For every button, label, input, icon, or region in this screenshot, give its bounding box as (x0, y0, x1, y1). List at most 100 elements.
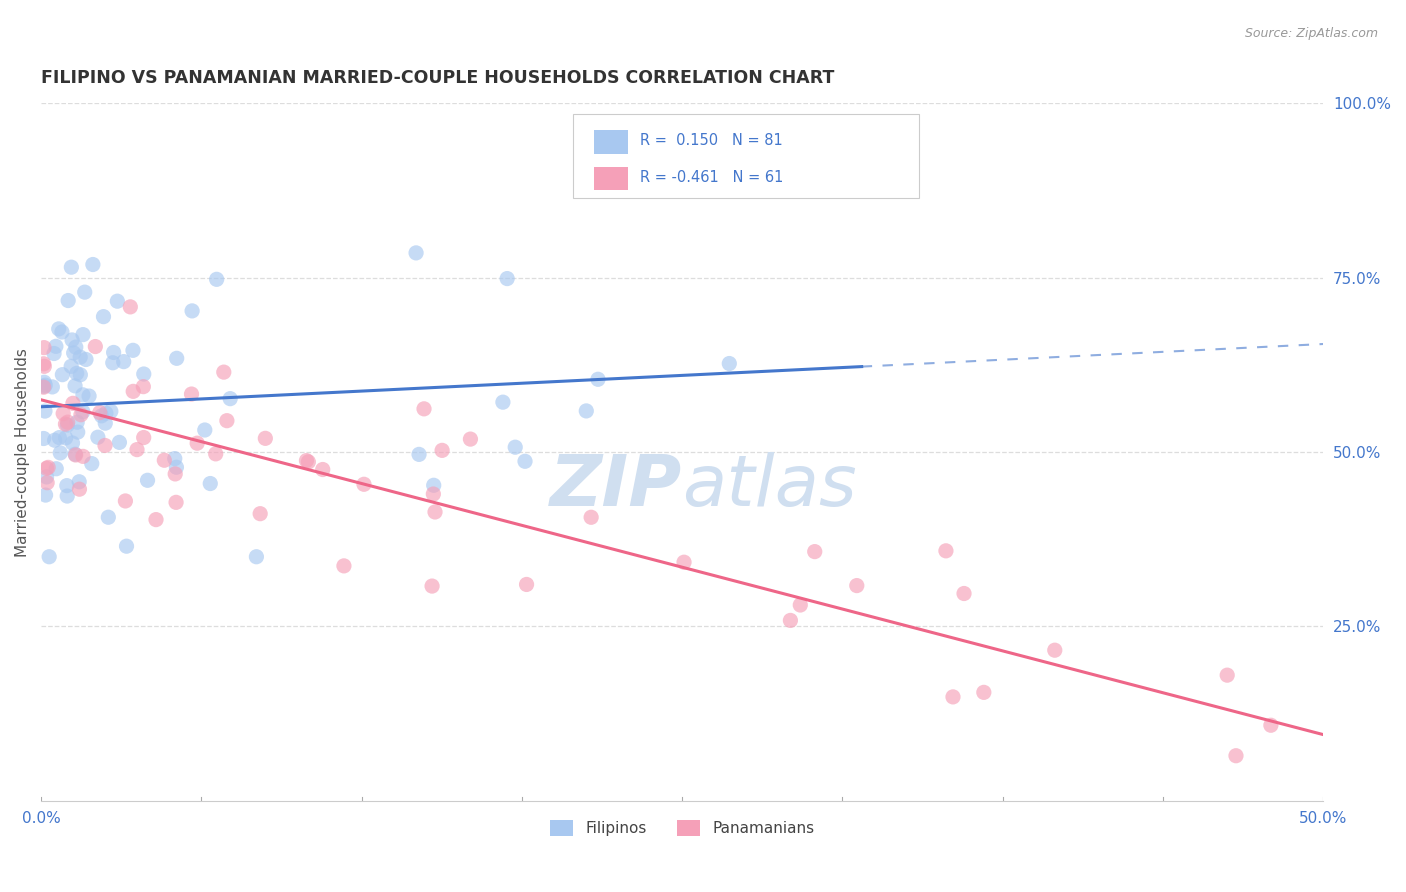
Point (496, 271, 519, 285)
Point (430, 443, 453, 458)
Point (422, 478, 444, 492)
Point (125, 442, 148, 457)
Point (60, 333, 83, 347)
Point (115, 539, 138, 553)
Point (44, 434, 66, 448)
Point (254, 431, 277, 445)
Point (55, 431, 77, 445)
Point (72, 388, 94, 402)
Point (460, 432, 482, 446)
Point (94, 416, 117, 430)
Y-axis label: Married-couple Households: Married-couple Households (15, 348, 30, 557)
Point (1043, 643, 1066, 657)
Point (32, 380, 55, 394)
Point (100, 404, 122, 418)
Point (87, 430, 110, 444)
Point (63, 447, 86, 461)
Point (73, 285, 96, 300)
Point (718, 357, 741, 371)
Point (769, 145, 792, 160)
Point (136, 473, 159, 487)
Point (75, 352, 97, 367)
Point (112, 354, 135, 368)
Text: Source: ZipAtlas.com: Source: ZipAtlas.com (1244, 27, 1378, 40)
Point (41, 380, 63, 394)
Point (673, 555, 696, 569)
Point (132, 431, 155, 445)
FancyBboxPatch shape (593, 167, 628, 190)
Point (65, 448, 87, 462)
Point (72, 327, 94, 342)
Point (101, 356, 124, 370)
Point (245, 549, 267, 564)
Point (38, 549, 60, 564)
Text: atlas: atlas (682, 452, 856, 522)
Text: FILIPINO VS PANAMANIAN MARRIED-COUPLE HOUSEHOLDS CORRELATION CHART: FILIPINO VS PANAMANIAN MARRIED-COUPLE HO… (41, 69, 835, 87)
Point (333, 558, 356, 573)
Point (34, 378, 56, 392)
Point (52, 407, 75, 421)
Point (32, 357, 55, 371)
Point (94, 438, 117, 452)
Point (66, 425, 89, 439)
Point (42, 346, 65, 360)
Point (200, 476, 222, 491)
Point (204, 447, 226, 461)
Point (420, 579, 443, 593)
Point (212, 365, 235, 379)
Point (55, 417, 77, 431)
Point (51, 368, 73, 382)
Point (353, 477, 375, 491)
Point (503, 440, 526, 454)
Point (789, 598, 811, 612)
Point (295, 453, 318, 467)
Point (120, 300, 142, 314)
Point (942, 690, 965, 704)
Point (62, 396, 84, 410)
Point (56, 489, 79, 503)
Point (48, 431, 70, 445)
Point (45, 461, 67, 475)
Point (114, 494, 136, 508)
FancyBboxPatch shape (574, 114, 920, 197)
Point (422, 487, 444, 501)
Point (89, 406, 111, 420)
Point (77, 389, 100, 403)
Point (48, 322, 70, 336)
Point (103, 345, 125, 359)
Point (72, 405, 94, 419)
Point (579, 510, 602, 524)
Point (80, 457, 103, 471)
Point (194, 423, 217, 437)
Point (205, 272, 228, 286)
Point (249, 507, 271, 521)
Point (35, 461, 58, 475)
Point (145, 513, 167, 527)
Point (516, 577, 538, 591)
Point (408, 447, 430, 461)
Point (51, 325, 73, 339)
Point (60, 359, 83, 374)
Point (97, 510, 120, 524)
Point (122, 343, 145, 358)
Point (56, 415, 79, 429)
Point (973, 685, 995, 699)
Point (94, 406, 117, 420)
Text: R = -0.461   N = 61: R = -0.461 N = 61 (640, 169, 783, 185)
Point (413, 401, 436, 416)
Point (63, 379, 86, 393)
Point (153, 453, 176, 467)
Point (60, 260, 83, 275)
Point (803, 544, 825, 558)
Point (575, 404, 598, 418)
Point (219, 392, 242, 406)
Point (108, 435, 131, 450)
Point (165, 460, 187, 475)
Point (1260, 718, 1282, 732)
Point (66, 415, 89, 429)
Point (132, 367, 155, 381)
Legend: Filipinos, Panamanians: Filipinos, Panamanians (544, 814, 821, 842)
Point (312, 462, 335, 476)
Point (67, 475, 90, 489)
Point (953, 586, 976, 600)
